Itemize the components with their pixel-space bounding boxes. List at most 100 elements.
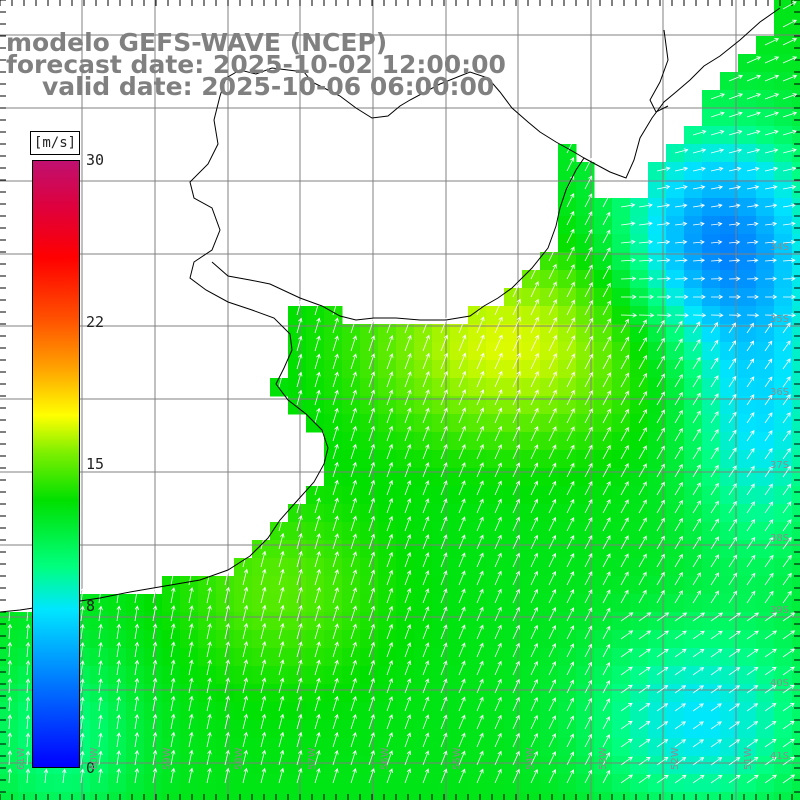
wind-speed-cell: [360, 576, 379, 595]
wind-arrow: [764, 203, 778, 208]
wind-arrow: [278, 586, 285, 604]
wind-arrow: [116, 696, 121, 712]
wind-speed-cell: [630, 468, 649, 487]
wind-speed-cell: [414, 414, 433, 433]
wind-arrow: [728, 721, 740, 730]
wind-arrow: [494, 444, 502, 460]
wind-speed-cell: [558, 792, 577, 800]
wind-arrow: [566, 480, 575, 496]
wind-arrow: [332, 479, 339, 496]
wind-speed-cell: [702, 558, 721, 577]
wind-arrow: [746, 756, 759, 766]
wind-arrow: [692, 185, 706, 190]
wind-speed-cell: [702, 468, 721, 487]
wind-arrow: [440, 750, 448, 766]
wind-arrow: [746, 590, 756, 604]
wind-speed-cell: [558, 594, 577, 613]
wind-speed-cell: [216, 612, 235, 631]
wind-speed-cell: [324, 756, 343, 775]
wind-speed-cell: [558, 756, 577, 775]
wind-speed-cell: [342, 324, 361, 343]
wind-arrow: [566, 139, 575, 154]
wind-arrow: [260, 568, 267, 586]
wind-speed-cell: [756, 342, 775, 361]
wind-arrow: [530, 426, 539, 442]
wind-arrow: [548, 334, 558, 352]
wind-arrow: [80, 732, 85, 748]
wind-speed-cell: [270, 594, 289, 613]
wind-arrow: [692, 721, 704, 730]
wind-arrow: [710, 258, 723, 263]
wind-speed-cell: [252, 648, 271, 667]
wind-arrow: [746, 240, 759, 245]
wind-speed-cell: [702, 414, 721, 433]
wind-arrow: [476, 552, 484, 568]
wind-speed-cell: [360, 702, 379, 721]
wind-arrow: [566, 264, 575, 280]
wind-arrow: [458, 370, 467, 388]
wind-speed-cell: [576, 666, 595, 685]
wind-speed-cell: [108, 684, 127, 703]
wind-speed-cell: [288, 756, 307, 775]
wind-arrow: [782, 756, 795, 766]
wind-speed-cell: [198, 774, 217, 793]
wind-arrow: [638, 648, 651, 658]
wind-arrow: [512, 570, 520, 586]
wind-arrow: [782, 129, 797, 136]
wind-speed-cell: [522, 594, 541, 613]
wind-speed-cell: [396, 648, 415, 667]
wind-arrow: [278, 731, 285, 748]
wind-arrow: [440, 370, 448, 388]
wind-arrow: [242, 713, 248, 730]
wind-speed-cell: [288, 378, 307, 397]
wind-speed-cell: [594, 702, 613, 721]
wind-speed-cell: [450, 522, 469, 541]
wind-speed-cell: [414, 486, 433, 505]
wind-speed-cell: [792, 756, 800, 775]
wind-speed-cell: [720, 432, 739, 451]
wind-arrow: [296, 371, 303, 388]
wind-arrow: [728, 93, 743, 100]
wind-arrow: [476, 642, 484, 658]
wind-arrow: [764, 185, 778, 190]
wind-arrow: [782, 358, 791, 370]
wind-speed-cell: [252, 738, 271, 757]
wind-arrow: [350, 623, 357, 640]
wind-arrow: [674, 703, 686, 712]
wind-arrow: [476, 570, 484, 586]
wind-speed-cell: [576, 630, 595, 649]
wind-arrow: [638, 481, 647, 496]
wind-speed-cell: [468, 774, 487, 793]
wind-arrow: [386, 678, 393, 694]
wind-speed-cell: [432, 414, 451, 433]
wind-arrow: [764, 519, 774, 532]
wind-speed-cell: [162, 702, 181, 721]
wind-arrow: [674, 320, 683, 334]
wind-arrow: [602, 517, 611, 532]
wind-arrow: [422, 534, 430, 550]
wind-arrow: [674, 590, 683, 604]
wind-speed-cell: [450, 612, 469, 631]
wind-speed-cell: [0, 792, 19, 800]
wind-arrow: [674, 535, 683, 550]
wind-arrow: [476, 516, 484, 532]
wind-arrow: [458, 660, 466, 676]
wind-arrow: [728, 411, 737, 424]
wind-speed-cell: [270, 540, 289, 559]
wind-arrow: [368, 569, 376, 586]
wind-arrow: [332, 335, 339, 352]
wind-arrow: [458, 480, 466, 496]
wind-arrow: [656, 258, 671, 263]
wind-speed-cell: [468, 486, 487, 505]
wind-speed-cell: [558, 576, 577, 595]
wind-arrow: [25, 732, 31, 748]
wind-speed-cell: [360, 648, 379, 667]
wind-arrow: [548, 407, 557, 424]
wind-arrow: [350, 533, 357, 550]
wind-speed-cell: [270, 756, 289, 775]
wind-speed-cell: [126, 702, 145, 721]
wind-speed-cell: [432, 432, 451, 451]
wind-speed-cell: [720, 594, 739, 613]
wind-speed-cell: [720, 360, 739, 379]
wind-arrow: [710, 93, 725, 100]
